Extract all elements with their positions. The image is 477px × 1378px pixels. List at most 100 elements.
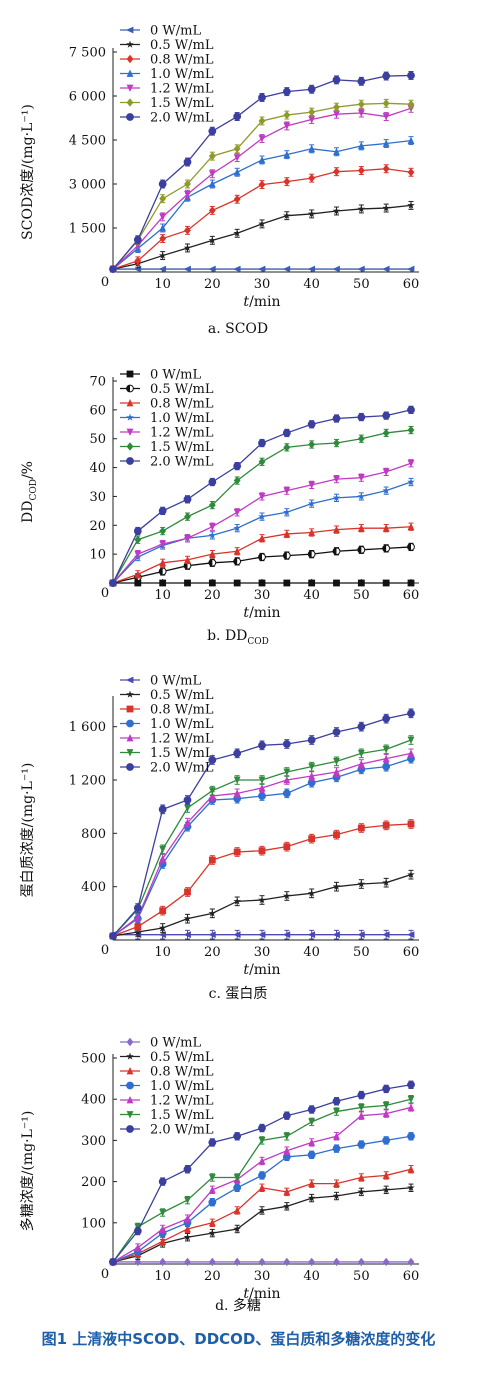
chart-a-data-point: [184, 190, 191, 199]
chart-a-data-point: [407, 100, 415, 109]
chart-d-legend-label: 1.5 W/mL: [150, 1108, 214, 1123]
chart-a-data-point: [357, 141, 365, 150]
chart-c-data-point: [382, 821, 390, 829]
chart-a-series-line: [112, 204, 412, 270]
chart-b-data-point: [283, 487, 291, 495]
chart-b-data-point: [283, 529, 291, 538]
chart-a-data-point: [357, 77, 366, 86]
chart-c-data-point: [282, 740, 291, 748]
chart-b-data-point: [382, 411, 391, 420]
chart-b-data-point: [407, 478, 415, 486]
chart-c-data-point: [233, 749, 242, 758]
chart-b-data-point-fill: [258, 553, 262, 561]
chart-b-data-point: [333, 579, 340, 587]
chart-b-data-point: [382, 486, 390, 494]
chart-b-x-tick-label: 10: [154, 588, 171, 603]
chart-b-legend-entry: 2.0 W/mL: [120, 455, 214, 470]
chart-b-data-point-fill: [159, 568, 163, 575]
chart-c-legend-label: 2.0 W/mL: [150, 761, 214, 776]
chart-b-legend-entry: 1.5 W/mL: [120, 440, 214, 455]
chart-d-legend-entry: 2.0 W/mL: [120, 1123, 214, 1138]
chart-d-data-point: [183, 1165, 192, 1174]
chart-d-data-point: [407, 1132, 415, 1141]
chart-a-data-point: [159, 224, 167, 232]
chart-a-data-point: [407, 201, 415, 209]
chart-a-data-point: [208, 127, 217, 136]
chart-d-legend-marker: [126, 1111, 134, 1119]
chart-b-data-point: [134, 535, 142, 544]
chart-a-legend-marker: [126, 54, 134, 64]
chart-a-y-tick-label: 4 500: [69, 134, 106, 149]
chart-b-legend-label: 0.5 W/mL: [150, 382, 214, 397]
chart-d-y-tick-label: 500: [81, 1052, 106, 1067]
chart-b-x-label: t/min: [243, 605, 280, 621]
chart-a-data-point: [134, 256, 142, 266]
chart-b-data-point: [258, 512, 266, 520]
chart-b-y-tick-label: 60: [89, 403, 106, 418]
chart-c-series-0: [109, 929, 415, 940]
chart-b-data-point-fill: [382, 544, 387, 552]
chart-c-data-point: [382, 878, 390, 886]
chart-d-series-2: [109, 1165, 415, 1266]
chart-b-data-point: [282, 429, 291, 437]
chart-b-y-tick-label: 40: [89, 461, 106, 476]
chart-c-data-point: [283, 892, 291, 900]
chart-d-data-point: [258, 1183, 266, 1192]
chart-d-data-point: [233, 1206, 241, 1214]
chart-b-data-point-fill: [233, 557, 238, 565]
chart-a-data-point: [333, 147, 340, 156]
chart-a-data-point: [283, 110, 291, 120]
chart-c-data-point: [307, 931, 316, 939]
chart-c-series-2: [109, 819, 415, 940]
chart-a-legend-marker: [126, 40, 134, 48]
chart-a-data-point: [159, 194, 167, 203]
chart-c-data-point: [258, 896, 266, 904]
chart-b-data-point: [109, 579, 117, 587]
chart-d-data-point: [283, 1132, 291, 1141]
chart-b-data-point-fill: [333, 547, 337, 555]
chart-c-series-line: [112, 823, 412, 937]
chart-d-legend-marker: [126, 1067, 134, 1075]
chart-d-subtitle: d. 多糖: [215, 1297, 261, 1314]
chart-c-x-label: t/min: [243, 962, 280, 978]
chart-d-legend-entry: 0 W/mL: [120, 1036, 201, 1051]
chart-a-subtitle: a. SCOD: [208, 321, 268, 337]
chart-c-y-tick-label: 1 200: [69, 774, 106, 789]
chart-a-legend-label: 1.0 W/mL: [150, 67, 214, 82]
chart-a-data-point: [307, 85, 316, 94]
chart-b-legend-marker: [126, 457, 134, 465]
chart-d-data-point: [183, 1233, 192, 1241]
chart-d-data-point: [308, 1118, 316, 1126]
chart-d-data-point: [382, 1257, 390, 1267]
chart-a-x-tick-label: 40: [303, 277, 320, 292]
chart-c-x-tick-label: 10: [154, 945, 171, 960]
chart-a-data-point: [382, 164, 390, 173]
chart-d-legend-label: 2.0 W/mL: [150, 1123, 214, 1138]
chart-c-legend-label: 0.5 W/mL: [150, 688, 214, 703]
chart-b-data-point-fill: [407, 543, 411, 551]
chart-d-data-point: [357, 1091, 366, 1099]
chart-b-legend-marker-fill: [126, 385, 130, 392]
chart-c-data-point: [258, 931, 266, 939]
chart-a-data-point: [158, 251, 167, 259]
chart-b-x-tick-label: 30: [254, 588, 271, 603]
chart-d-origin-label: 0: [101, 1267, 109, 1282]
chart-b-data-point: [308, 528, 316, 536]
chart-a-data-point: [258, 116, 266, 126]
chart-b-legend-entry: 1.2 W/mL: [120, 426, 214, 441]
chart-b-data-point: [208, 478, 217, 486]
chart-d-x-tick-label: 20: [204, 1269, 221, 1284]
chart-c-data-point: [258, 776, 266, 784]
chart-c-legend-entry: 0.8 W/mL: [120, 703, 214, 718]
chart-d-data-point: [208, 1185, 216, 1194]
chart-a-data-point: [407, 265, 415, 273]
chart-c-data-point: [407, 749, 415, 757]
chart-a-legend-label: 1.5 W/mL: [150, 96, 214, 111]
chart-a-x-tick-label: 60: [403, 277, 420, 292]
chart-b-legend-entry: 1.0 W/mL: [120, 411, 214, 426]
chart-d-data-point: [407, 1257, 415, 1267]
chart-b-data-point: [134, 550, 142, 559]
chart-b-data-point: [382, 428, 390, 438]
chart-c-data-point: [158, 924, 167, 932]
chart-c-data-point: [134, 913, 142, 921]
